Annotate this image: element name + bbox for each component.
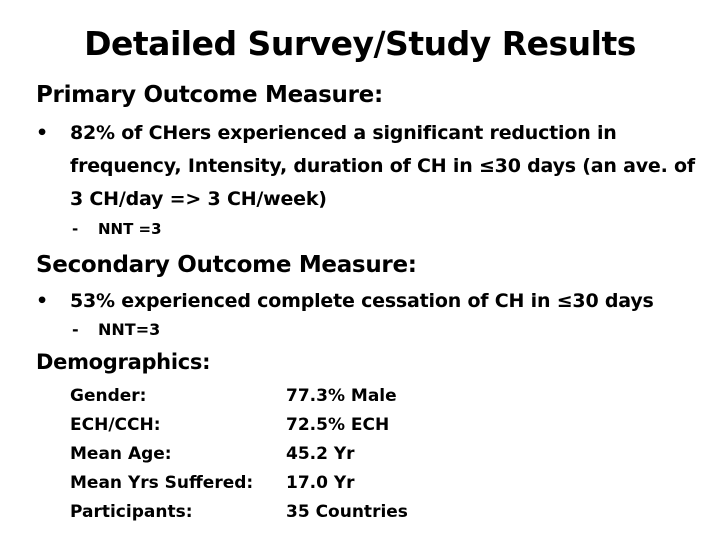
demo-value: 35 Countries	[286, 502, 408, 522]
primary-bullet-text: 82% of CHers experienced a significant r…	[70, 122, 695, 210]
secondary-sub-item: - NNT=3	[72, 320, 160, 339]
bullet-marker: •	[36, 290, 48, 312]
dash-marker: -	[72, 320, 79, 339]
primary-bullet: • 82% of CHers experienced a significant…	[36, 117, 706, 216]
primary-heading: Primary Outcome Measure:	[36, 82, 383, 108]
demographics-row: Participants: 35 Countries	[70, 498, 408, 527]
demographics-table: Gender: 77.3% Male ECH/CCH: 72.5% ECH Me…	[70, 382, 408, 527]
primary-sub-item: - NNT =3	[72, 220, 162, 238]
slide-title: Detailed Survey/Study Results	[84, 24, 636, 63]
secondary-bullet-text: 53% experienced complete cessation of CH…	[70, 290, 654, 312]
primary-sub-text: NNT =3	[98, 220, 162, 238]
demo-label: Mean Age:	[70, 444, 172, 464]
demo-label: ECH/CCH:	[70, 415, 161, 435]
bullet-marker: •	[36, 122, 48, 144]
demo-value: 17.0 Yr	[286, 473, 355, 493]
secondary-heading: Secondary Outcome Measure:	[36, 252, 417, 278]
demo-label: Gender:	[70, 386, 147, 406]
demographics-row: Mean Age: 45.2 Yr	[70, 440, 408, 469]
secondary-bullet: • 53% experienced complete cessation of …	[36, 285, 706, 318]
secondary-sub-text: NNT=3	[98, 320, 161, 339]
demographics-heading: Demographics:	[36, 350, 211, 374]
demo-value: 72.5% ECH	[286, 415, 390, 435]
dash-marker: -	[72, 220, 79, 238]
demo-label: Participants:	[70, 502, 193, 522]
demographics-row: ECH/CCH: 72.5% ECH	[70, 411, 408, 440]
demographics-row: Mean Yrs Suffered: 17.0 Yr	[70, 469, 408, 498]
demographics-row: Gender: 77.3% Male	[70, 382, 408, 411]
demo-value: 45.2 Yr	[286, 444, 355, 464]
demo-value: 77.3% Male	[286, 386, 397, 406]
demo-label: Mean Yrs Suffered:	[70, 473, 254, 493]
